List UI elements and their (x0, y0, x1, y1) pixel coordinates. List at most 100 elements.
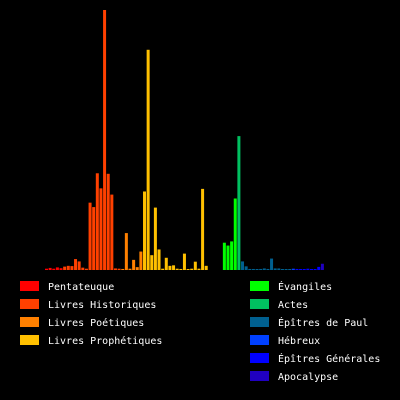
bar-7-14 (288, 269, 292, 270)
bar-7-12 (280, 269, 284, 270)
bar-10-1 (320, 263, 324, 270)
bar-3-2 (124, 233, 128, 270)
legend-item-9: Épîtres Générales (250, 352, 380, 365)
bar-7-1 (241, 261, 245, 270)
bar-7-6 (259, 268, 263, 270)
bar-4-1 (143, 191, 147, 270)
legend-label: Apocalypse (278, 372, 338, 383)
bar-2-13 (106, 173, 110, 270)
bar-2-9 (92, 207, 96, 270)
bar-4-18 (204, 265, 208, 270)
legend-item-3: Livres Poétiques (20, 317, 144, 329)
bar-2-8 (88, 202, 92, 270)
bar-7-2 (244, 266, 248, 270)
legend-swatch (250, 335, 269, 345)
legend-item-6: Actes (250, 299, 308, 311)
bar-4-5 (157, 249, 161, 270)
bar-3-4 (132, 259, 136, 270)
bar-2-14 (110, 194, 114, 270)
bar-4-15 (193, 261, 197, 270)
bar-4-17 (201, 188, 205, 270)
legend-item-8: Hébreux (250, 335, 320, 347)
bar-4-11 (179, 268, 183, 270)
bar-5-4 (233, 198, 237, 270)
bar-4-2 (146, 49, 150, 270)
bar-1-2 (48, 267, 52, 270)
bar-9-7 (317, 266, 321, 270)
bar-3-3 (128, 268, 132, 270)
bar-2-6 (81, 267, 85, 270)
bar-4-3 (150, 255, 154, 270)
legend-swatch (20, 281, 39, 291)
bar-7-4 (251, 268, 255, 270)
bar-3-1 (121, 268, 125, 270)
bar-2-5 (77, 261, 81, 270)
legend-item-1: Pentateuque (20, 281, 114, 293)
legend-item-7: Épîtres de Paul (250, 316, 368, 329)
bar-2-16 (117, 268, 121, 270)
legend-swatch (250, 353, 269, 363)
bar-2-2 (66, 265, 70, 270)
legend-label: Épîtres Générales (278, 352, 380, 365)
bar-1-3 (52, 268, 56, 270)
legend-swatch (250, 299, 269, 309)
bar-4-4 (153, 207, 157, 270)
legend-swatch (250, 371, 269, 381)
bar-7-9 (270, 258, 274, 270)
bar-1-1 (45, 268, 48, 270)
bar-5-2 (226, 245, 230, 270)
bar-2-1 (63, 266, 67, 270)
bar-2-7 (84, 268, 88, 270)
bar-2-3 (70, 266, 74, 270)
bar-5-3 (230, 241, 234, 270)
bar-4-12 (182, 253, 186, 270)
bar-7-10 (273, 268, 277, 270)
bar-2-12 (103, 10, 107, 270)
legend-label: Hébreux (278, 335, 320, 347)
bar-4-8 (168, 265, 172, 270)
bar-group (45, 10, 324, 270)
bar-4-6 (161, 268, 165, 270)
bar-3-5 (135, 267, 139, 270)
bar-5-1 (222, 242, 226, 270)
legend: Pentateuque Livres Historiques Livres Poét… (20, 280, 380, 383)
bar-7-13 (284, 269, 288, 270)
bar-1-4 (55, 267, 59, 270)
bar-9-6 (313, 269, 317, 270)
legend-item-4: Livres Prophétiques (20, 335, 162, 347)
bar-8-1 (291, 268, 295, 270)
legend-item-5: Évangiles (250, 280, 332, 293)
bar-4-10 (175, 268, 179, 270)
legend-label: Actes (278, 300, 308, 311)
legend-swatch (20, 317, 39, 327)
bar-9-3 (302, 269, 306, 270)
bar-7-3 (248, 268, 252, 270)
legend-swatch (20, 299, 39, 309)
bar-7-5 (255, 269, 259, 270)
bar-2-11 (99, 188, 103, 270)
bar-2-10 (95, 173, 99, 270)
legend-label: Livres Prophétiques (48, 335, 162, 347)
bar-7-11 (277, 268, 281, 270)
bar-9-4 (306, 268, 310, 270)
legend-label: Évangiles (278, 280, 332, 293)
bar-6-1 (237, 136, 241, 270)
legend-swatch (250, 281, 269, 291)
legend-swatch (20, 335, 39, 345)
legend-label: Livres Historiques (48, 300, 156, 311)
bar-4-13 (186, 269, 190, 270)
bar-7-7 (262, 268, 266, 270)
bar-2-15 (113, 268, 117, 270)
bar-9-5 (309, 269, 313, 270)
bar-4-7 (164, 257, 168, 270)
legend-label: Pentateuque (48, 282, 114, 293)
bar-7-8 (266, 268, 270, 270)
bar-2-4 (74, 259, 78, 270)
bar-9-1 (295, 268, 299, 270)
bar-4-14 (190, 268, 194, 270)
legend-label: Livres Poétiques (48, 317, 144, 329)
bar-3-6 (139, 251, 143, 270)
bar-4-16 (197, 268, 201, 270)
